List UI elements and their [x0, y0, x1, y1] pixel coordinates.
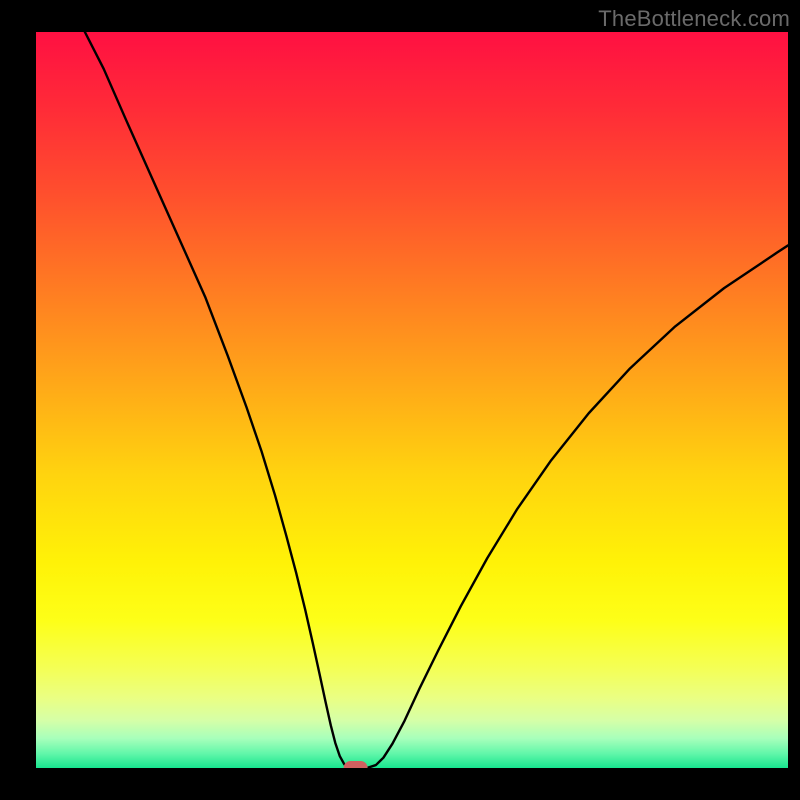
plot-area	[36, 32, 788, 768]
chart-svg	[36, 32, 788, 768]
chart-container: TheBottleneck.com	[0, 0, 800, 800]
watermark-label: TheBottleneck.com	[598, 6, 790, 32]
chart-background	[36, 32, 788, 768]
optimal-marker	[344, 761, 368, 768]
